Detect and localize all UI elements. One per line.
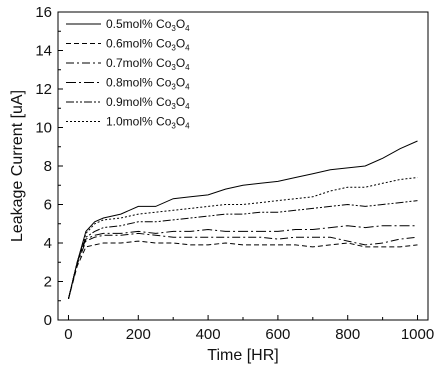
series-line-4	[68, 225, 418, 299]
x-tick-label: 200	[126, 326, 151, 343]
y-tick-label: 14	[35, 43, 52, 60]
series-line-6	[68, 177, 418, 299]
legend-label-4: 0.8mol% Co3O4	[106, 76, 190, 92]
x-tick-label: 400	[196, 326, 221, 343]
y-axis-title: Leakage Current [uA]	[9, 90, 26, 242]
legend-label-1: 0.5mol% Co3O4	[106, 17, 190, 33]
x-tick-label: 0	[64, 326, 72, 343]
legend-label-3: 0.7mol% Co3O4	[106, 56, 190, 72]
y-tick-label: 6	[44, 197, 52, 214]
y-tick-label: 12	[35, 81, 52, 98]
x-tick-label: 600	[265, 326, 290, 343]
x-tick-label: 800	[335, 326, 360, 343]
legend-label-5: 0.9mol% Co3O4	[106, 95, 190, 111]
y-tick-label: 16	[35, 4, 52, 21]
x-axis: 0 200 400 600 800 1000	[64, 315, 434, 343]
y-tick-label: 8	[44, 158, 52, 175]
legend: 0.5mol% Co3O4 0.6mol% Co3O4 0.7mol% Co3O4 0…	[66, 17, 190, 131]
y-tick-label: 2	[44, 274, 52, 291]
y-tick-label: 10	[35, 120, 52, 137]
series-line-2	[68, 240, 418, 299]
x-axis-title: Time [HR]	[207, 347, 278, 364]
series-line-5	[68, 200, 418, 299]
series-line-1	[68, 140, 418, 299]
legend-label-6: 1.0mol% Co3O4	[106, 115, 190, 131]
x-tick-label: 1000	[401, 326, 434, 343]
y-axis: 0 2 4 6 8 10 12 14 16	[35, 4, 63, 329]
series-lines	[68, 140, 418, 299]
y-tick-label: 0	[44, 312, 52, 329]
series-line-3	[68, 232, 418, 299]
legend-label-2: 0.6mol% Co3O4	[106, 37, 190, 53]
y-tick-label: 4	[44, 235, 52, 252]
